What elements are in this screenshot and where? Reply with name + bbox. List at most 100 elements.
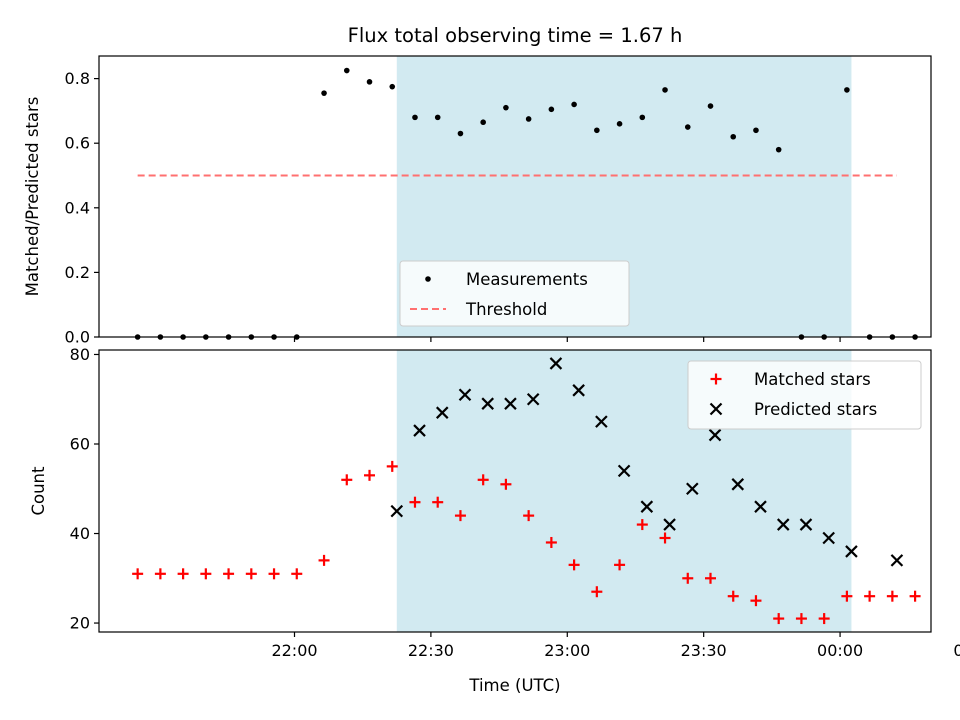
y-tick-label: 0.6 — [65, 134, 90, 153]
data-point — [389, 83, 396, 90]
data-point — [454, 510, 466, 522]
legend-box — [399, 260, 630, 327]
data-point — [799, 518, 813, 531]
data-point — [132, 568, 144, 580]
data-point — [477, 474, 489, 486]
data-point — [245, 568, 257, 580]
y-tick-label: 0.2 — [65, 263, 90, 282]
data-point — [154, 568, 166, 580]
data-point — [753, 127, 759, 134]
y-tick-label: 0.0 — [65, 328, 90, 347]
data-point — [341, 474, 353, 486]
data-point — [727, 590, 739, 602]
data-point — [841, 590, 853, 602]
data-point — [640, 500, 654, 513]
top-panel: Flux total observing time = 1.67 h Match… — [23, 24, 932, 347]
top-y-axis-label: Matched/Predicted stars — [23, 97, 42, 297]
data-point — [909, 590, 921, 602]
data-point — [818, 613, 830, 625]
legend-label: Matched stars — [754, 370, 871, 389]
data-point — [707, 103, 714, 109]
data-point — [526, 392, 540, 406]
data-point — [663, 518, 676, 531]
data-point — [662, 87, 668, 93]
data-point — [318, 554, 330, 566]
y-tick-label: 0.4 — [65, 198, 90, 217]
data-point — [413, 424, 426, 437]
y-tick-label: 0.8 — [65, 69, 90, 88]
axes-frame — [98, 55, 932, 338]
data-point — [223, 568, 235, 580]
y-tick-label: 60 — [70, 435, 90, 454]
data-point — [682, 572, 694, 584]
legend-label: Threshold — [465, 300, 547, 319]
data-point — [773, 613, 785, 625]
data-point — [390, 504, 404, 518]
data-point — [659, 532, 671, 544]
data-point — [704, 572, 716, 584]
data-point — [636, 519, 648, 531]
data-point — [614, 559, 626, 571]
data-point — [545, 536, 557, 548]
data-point — [686, 482, 699, 496]
legend: Matched stars Predicted stars — [687, 360, 922, 430]
legend-swatch — [710, 373, 722, 385]
data-point — [386, 460, 398, 472]
data-point — [844, 87, 850, 93]
bottom-y-axis-label: Count — [29, 466, 48, 516]
data-point — [639, 114, 646, 121]
data-point — [754, 500, 767, 513]
axes-frame — [98, 349, 932, 633]
x-tick-label: 23:30 — [681, 641, 727, 660]
data-point — [795, 613, 807, 625]
y-tick-label: 80 — [70, 345, 90, 364]
x-tick-label: 22:30 — [408, 641, 454, 660]
data-point — [523, 510, 535, 522]
data-point — [458, 388, 472, 402]
data-point — [409, 496, 421, 508]
data-point — [731, 478, 745, 491]
data-point — [343, 67, 350, 74]
data-point — [435, 406, 449, 419]
data-point — [730, 133, 737, 140]
data-point — [594, 127, 600, 134]
legend-swatch — [425, 276, 431, 282]
series-matched-stars — [132, 460, 921, 625]
legend-label: Predicted stars — [754, 400, 877, 419]
chart-title: Flux total observing time = 1.67 h — [348, 24, 683, 47]
data-point — [617, 464, 631, 478]
data-point — [364, 469, 376, 481]
y-tick-label: 20 — [70, 614, 90, 633]
data-point — [321, 90, 327, 96]
data-point — [503, 104, 509, 111]
data-point — [412, 114, 418, 121]
data-point — [750, 595, 762, 607]
legend-label: Measurements — [466, 270, 588, 289]
y-tick-label: 40 — [70, 524, 90, 543]
data-point — [616, 121, 623, 127]
data-point — [525, 116, 532, 122]
legend: Measurements Threshold — [399, 260, 630, 327]
data-point — [434, 114, 441, 121]
data-point — [571, 101, 577, 108]
x-tick-label: 00:30 — [953, 641, 960, 660]
data-point — [432, 496, 444, 508]
data-point — [549, 357, 563, 370]
x-axis-label: Time (UTC) — [468, 676, 560, 695]
x-tick-label: 23:00 — [544, 641, 590, 660]
data-point — [457, 130, 464, 137]
data-point — [886, 590, 898, 602]
data-point — [890, 554, 904, 567]
data-point — [775, 146, 782, 153]
data-point — [572, 384, 585, 397]
data-point — [591, 586, 603, 598]
data-point — [177, 568, 189, 580]
data-point — [548, 106, 555, 113]
data-point — [481, 397, 494, 410]
x-tick-label: 00:00 — [817, 641, 863, 660]
data-point — [595, 415, 608, 428]
data-point — [568, 559, 580, 571]
legend-box — [687, 360, 922, 430]
data-point — [480, 119, 486, 126]
